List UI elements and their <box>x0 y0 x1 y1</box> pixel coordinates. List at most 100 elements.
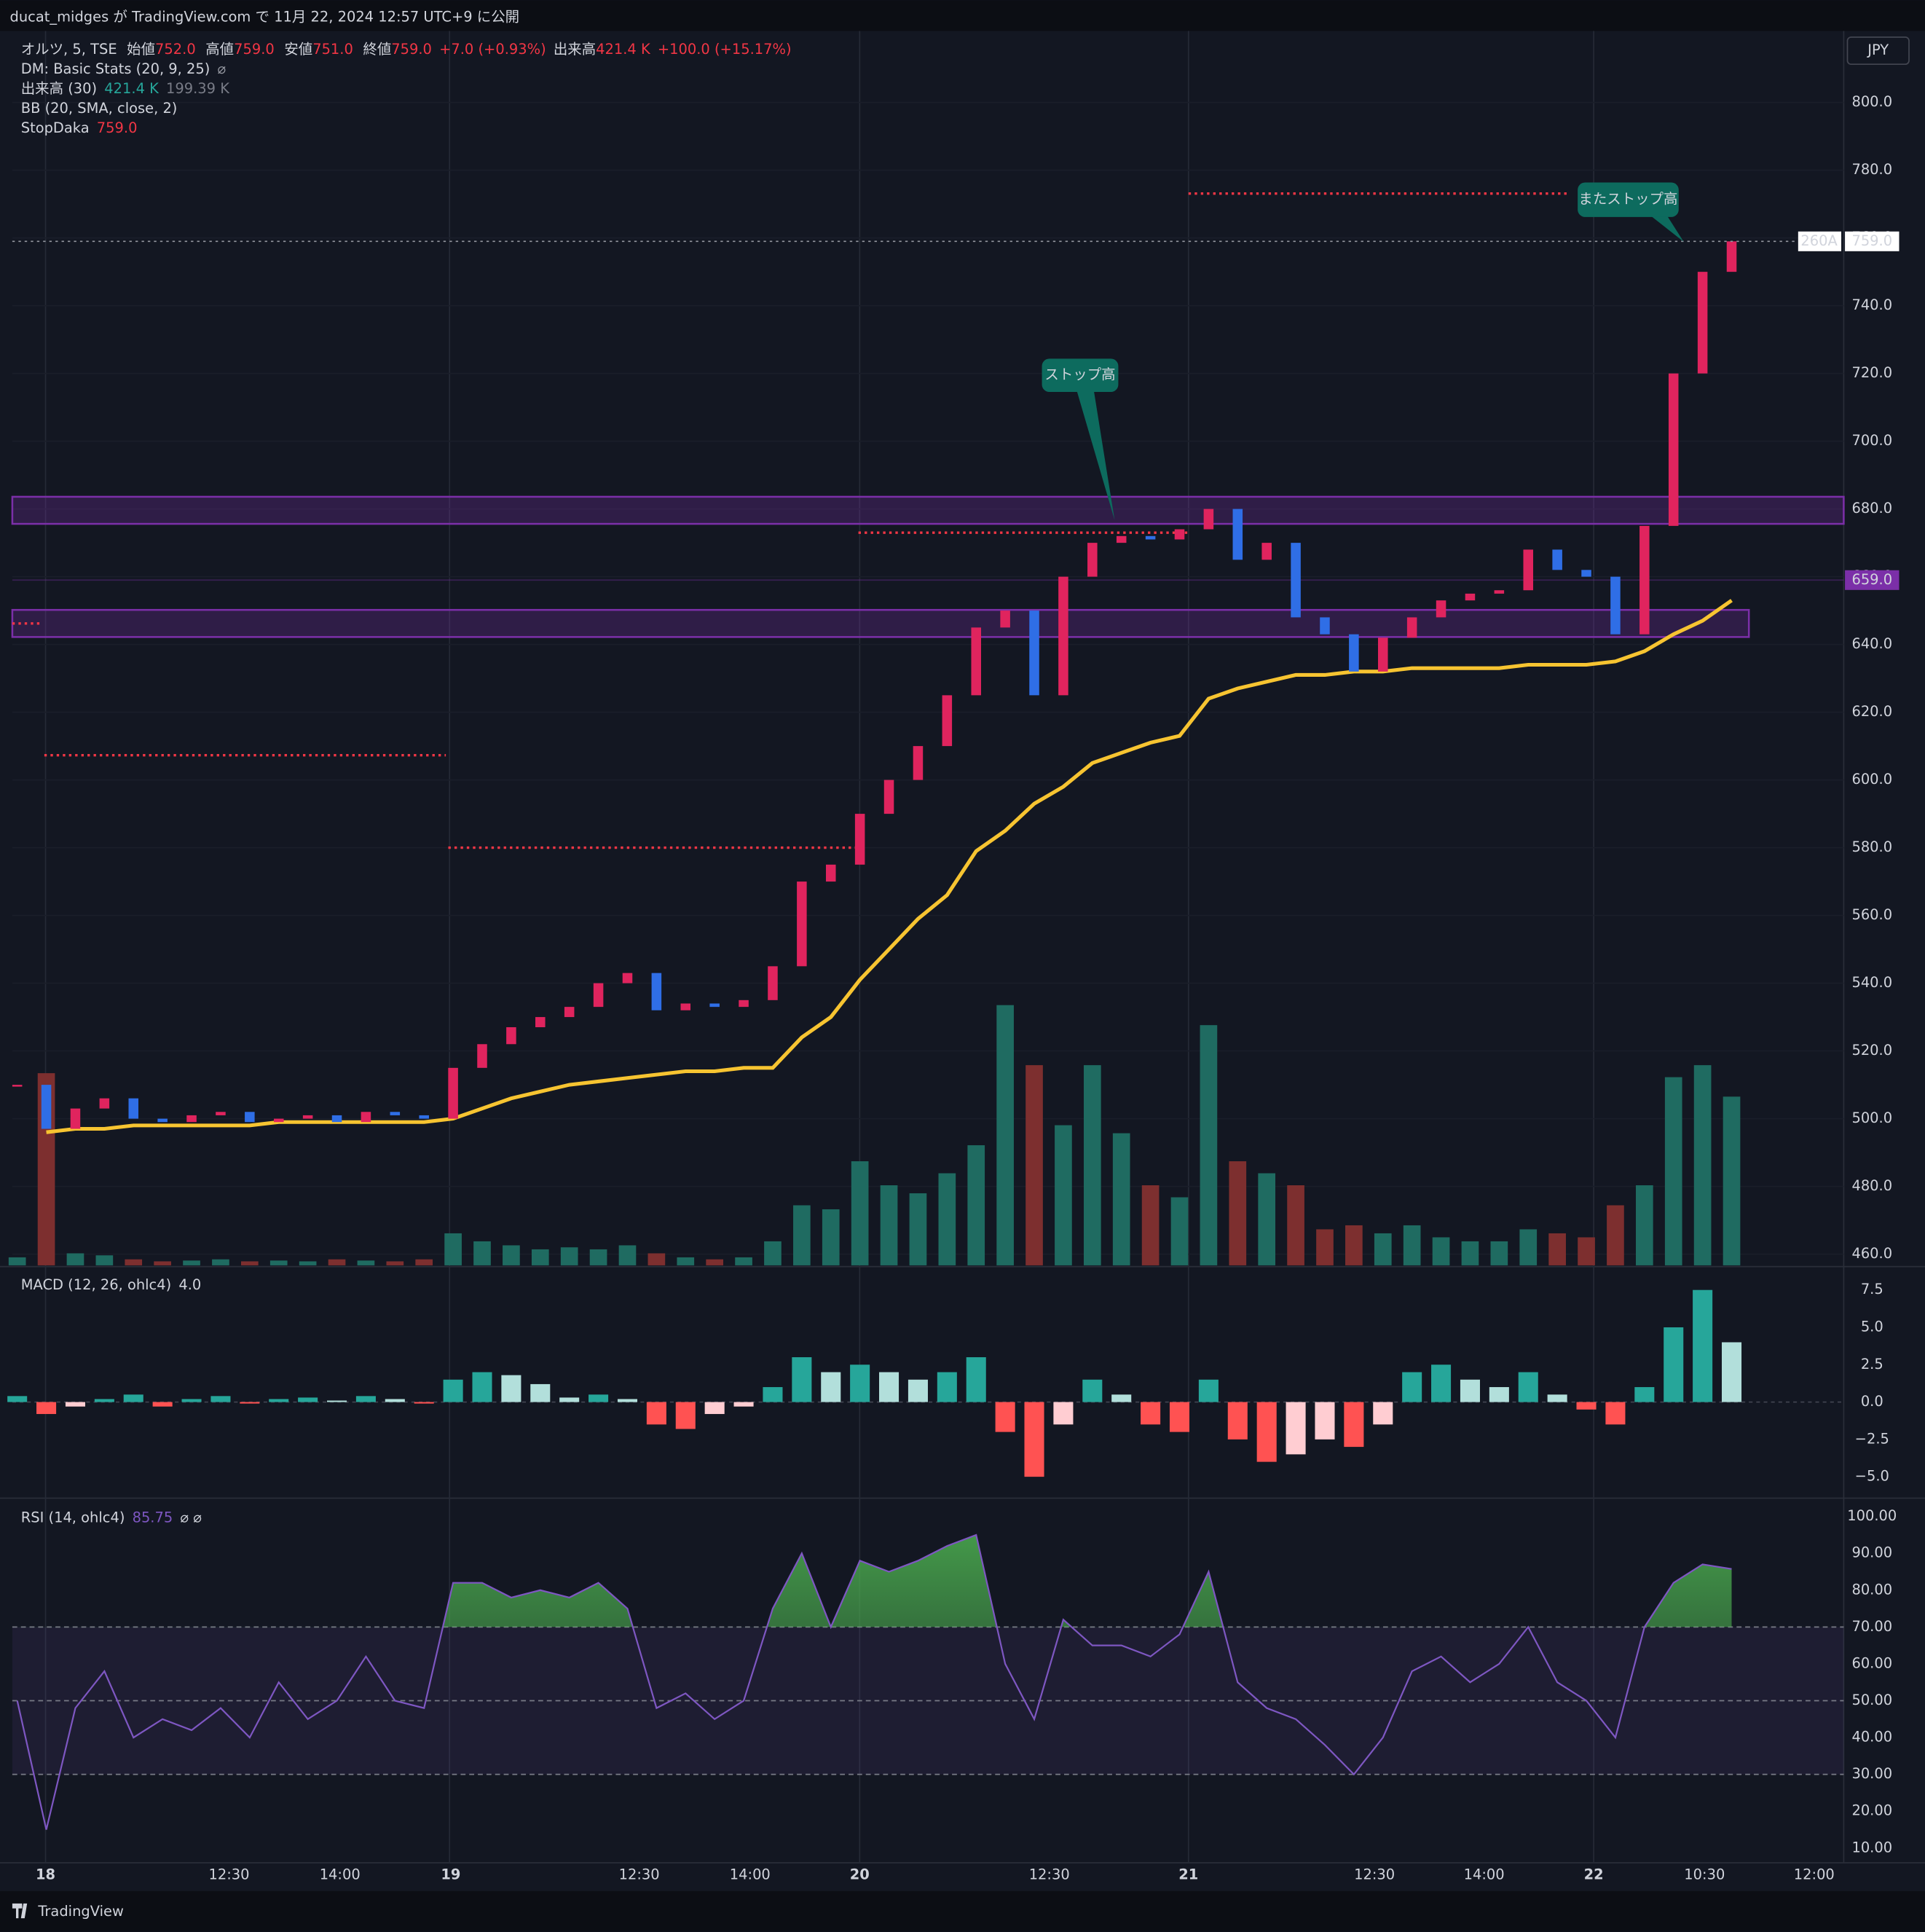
volume-bar <box>1316 1229 1334 1265</box>
time-label: 22 <box>1584 1866 1604 1882</box>
candle <box>1552 549 1562 570</box>
candle <box>302 1115 313 1119</box>
volume-bar <box>1548 1233 1566 1265</box>
overbought-fill <box>443 1534 1732 1627</box>
candle <box>1087 543 1098 577</box>
candle <box>1581 570 1591 577</box>
volume-bar <box>1693 1065 1712 1265</box>
macd-bar <box>65 1402 85 1407</box>
volume-bar <box>183 1260 200 1265</box>
candle <box>99 1098 110 1109</box>
y-tick-label: 0.0 <box>1861 1393 1883 1410</box>
candle <box>1174 529 1185 540</box>
volume-bar <box>1170 1197 1189 1265</box>
last-price-box <box>1845 231 1900 251</box>
indicator-name: DM: Basic Stats (20, 9, 25) <box>21 60 210 76</box>
candle <box>70 1108 81 1129</box>
callout-text: ストップ高 <box>1044 366 1115 383</box>
macd-bar <box>879 1372 899 1402</box>
candle <box>1116 535 1127 543</box>
time-label: 14:00 <box>1464 1866 1505 1882</box>
candle <box>739 1000 749 1008</box>
ohlc-label: 終値 <box>363 40 391 57</box>
ohlc-label: 安値 <box>284 40 312 57</box>
candle <box>593 983 604 1008</box>
volume-bar <box>851 1161 869 1265</box>
y-tick-label: 480.0 <box>1851 1177 1892 1194</box>
level-tag <box>1845 570 1900 590</box>
macd-bar <box>1141 1402 1161 1425</box>
candle <box>1726 241 1737 272</box>
macd-bar <box>530 1383 551 1402</box>
currency-button[interactable] <box>1846 36 1910 66</box>
y-tick-label: 20.00 <box>1851 1802 1892 1819</box>
indicator-value: ⌀ <box>218 60 227 76</box>
stop-line <box>46 599 1733 1134</box>
volume-bar <box>299 1261 317 1265</box>
macd-bar <box>1547 1394 1567 1402</box>
candle <box>883 780 894 814</box>
y-tick-label: 40.00 <box>1851 1729 1892 1746</box>
macd-bar <box>1315 1402 1335 1440</box>
time-label: 19 <box>441 1866 460 1882</box>
indicator-value: 759.0 <box>97 119 138 136</box>
candle <box>1145 535 1156 540</box>
volume-bar <box>1578 1237 1595 1265</box>
y-tick-label: 50.00 <box>1851 1692 1892 1708</box>
candle <box>797 881 807 967</box>
macd-bar <box>1721 1342 1742 1402</box>
indicator-row: DM: Basic Stats (20, 9, 25) ⌀ <box>21 60 227 76</box>
currency[interactable]: JPY <box>1867 42 1889 58</box>
volume-bar <box>1200 1025 1218 1265</box>
indicator-value: 421.4 K <box>104 80 160 97</box>
candle <box>1436 600 1446 618</box>
candle <box>273 1118 284 1123</box>
candle <box>1000 610 1010 628</box>
candle <box>245 1112 255 1123</box>
indicator-name: BB (20, SMA, close, 2) <box>21 100 178 117</box>
volume-bar <box>1287 1185 1304 1265</box>
volume-bar <box>589 1249 607 1265</box>
candle <box>1378 637 1388 672</box>
candle <box>331 1115 342 1123</box>
volume-bar <box>1112 1133 1130 1265</box>
candle <box>1349 634 1359 672</box>
y-tick-label: 60.00 <box>1851 1654 1892 1671</box>
change2: +100.0 (+15.17%) <box>658 40 792 57</box>
time-label: 20 <box>850 1866 870 1882</box>
candle <box>1639 525 1650 635</box>
macd-bar <box>355 1396 376 1402</box>
volume-bar <box>647 1253 666 1265</box>
rsi-extra: ⌀ ⌀ <box>180 1509 202 1525</box>
volume-bar <box>1083 1065 1101 1265</box>
macd-bar <box>704 1402 725 1414</box>
candle <box>768 966 778 1000</box>
y-tick-label: 780.0 <box>1851 161 1892 178</box>
logo <box>12 1903 28 1919</box>
top-bar <box>0 0 1925 31</box>
y-tick-label: 7.5 <box>1861 1281 1883 1297</box>
candle <box>41 1085 52 1129</box>
volume-bar <box>1664 1077 1682 1265</box>
volume-bar <box>1229 1161 1247 1265</box>
macd-bar <box>1024 1402 1044 1477</box>
volume-bar <box>241 1261 259 1265</box>
time-label: 12:30 <box>1354 1866 1395 1882</box>
indicator-row: BB (20, SMA, close, 2) <box>21 100 178 117</box>
candle <box>1406 617 1417 638</box>
candle <box>825 864 836 882</box>
volume-bar <box>677 1257 695 1265</box>
candle <box>12 1085 23 1087</box>
callout-text: またストップ高 <box>1578 191 1677 208</box>
volume-bar <box>706 1259 724 1265</box>
candle <box>535 1017 546 1028</box>
volume-bar <box>328 1259 346 1265</box>
candle <box>854 814 865 865</box>
last-price-label: 759.0 <box>1851 232 1892 249</box>
macd-bar <box>966 1357 986 1402</box>
volume-bar <box>1519 1229 1538 1265</box>
volume-bar <box>1403 1225 1421 1265</box>
ohlc-value: 759.0 <box>391 40 432 57</box>
macd-bar <box>1489 1387 1509 1402</box>
